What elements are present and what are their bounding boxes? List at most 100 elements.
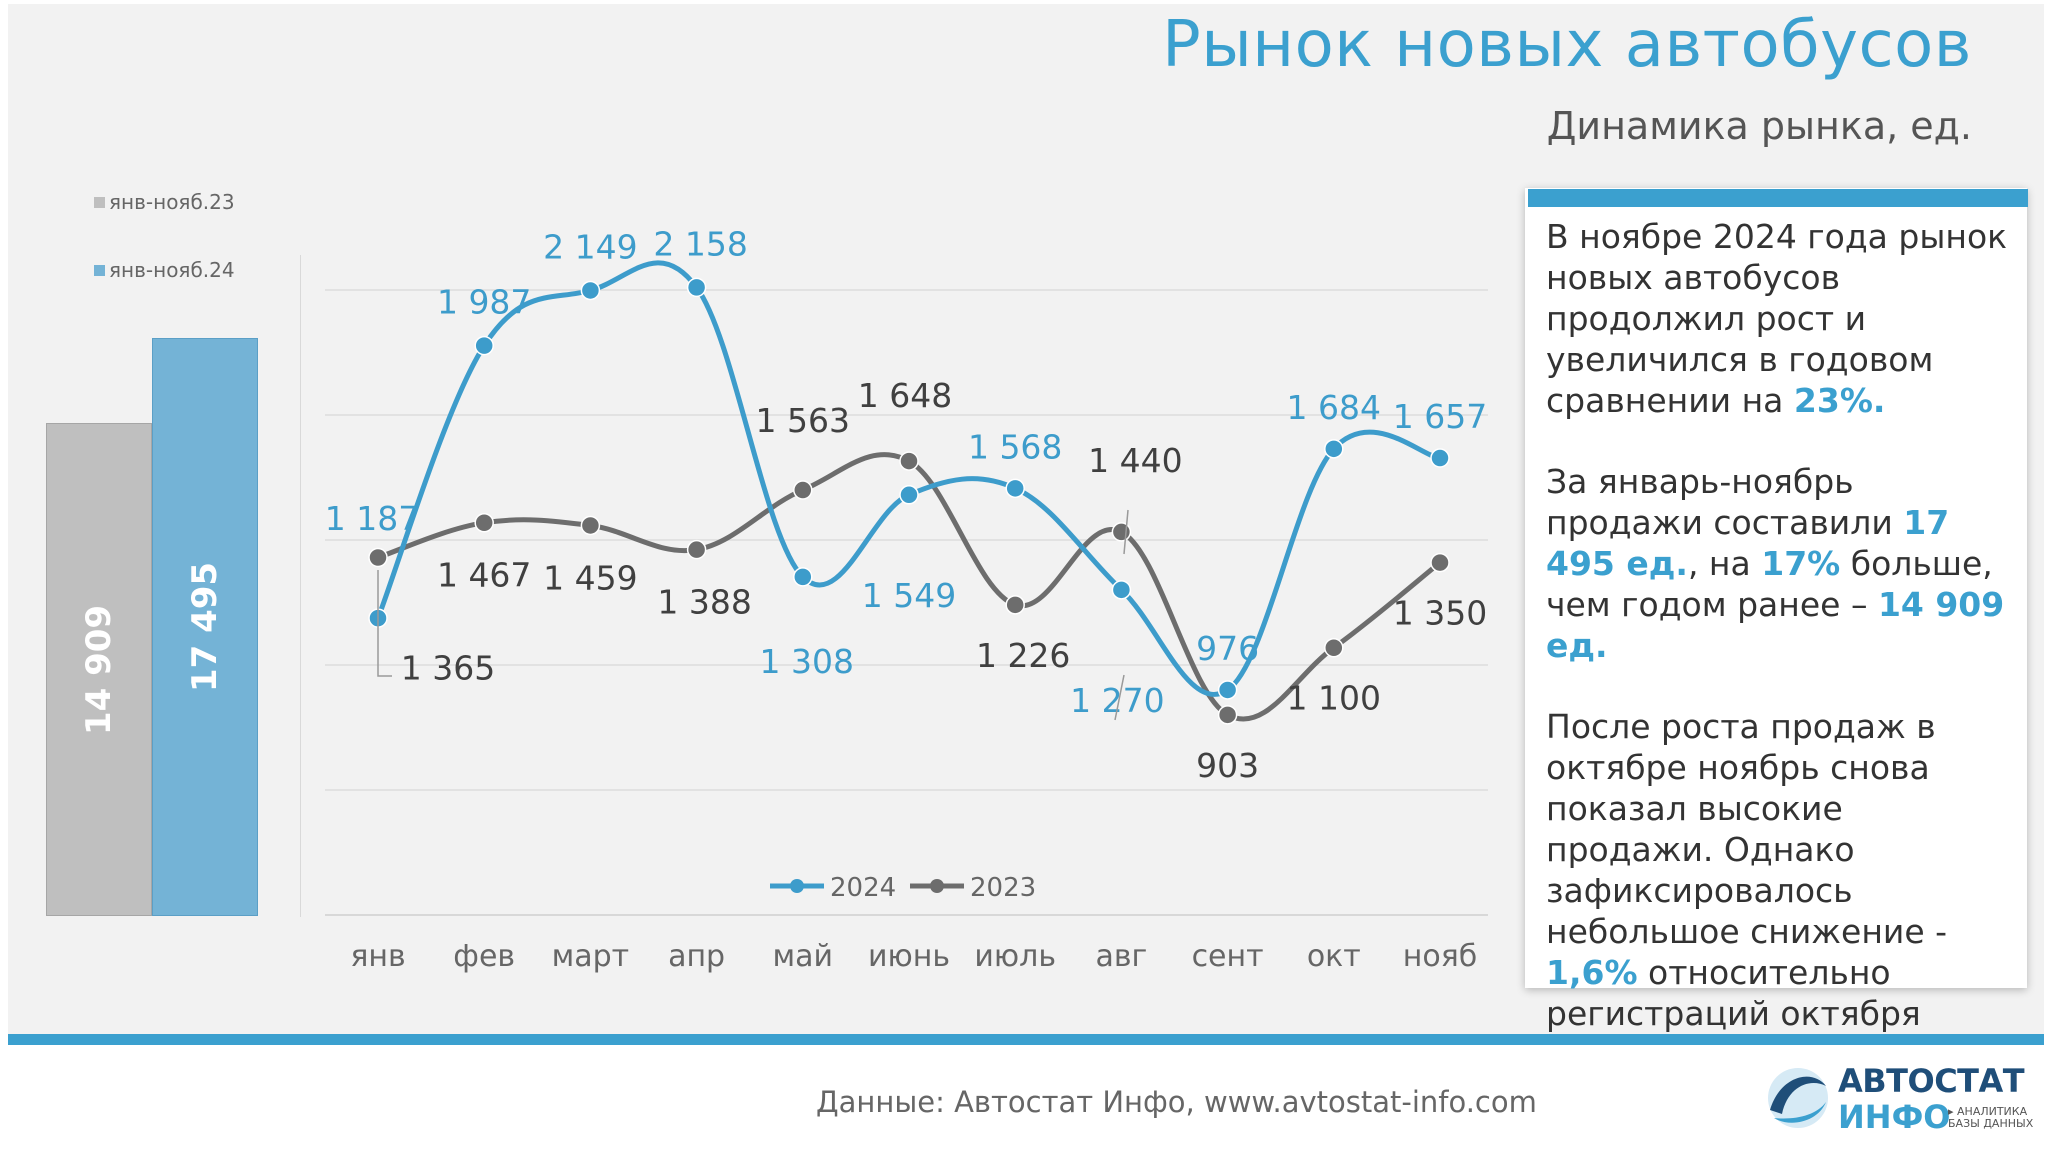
x-tick-label: янв	[350, 939, 405, 974]
point-2024-фев	[474, 335, 494, 356]
point-2024-авг	[1111, 580, 1132, 600]
leader-line-2023-янв	[377, 570, 392, 677]
footer-rule	[8, 1034, 2044, 1045]
commentary-paragraph: За январь-ноябрь продажи составили 17 49…	[1546, 461, 2016, 666]
leader-line-2023-авг	[1123, 509, 1129, 555]
data-label-2023-янв: 1 365	[401, 648, 495, 687]
commentary-text: В ноябре 2024 года рынок новых автобусов…	[1546, 216, 2016, 1074]
x-tick-label: сент	[1192, 939, 1264, 974]
x-tick-label: нояб	[1403, 939, 1478, 974]
logo-word-info: ИНФО	[1838, 1098, 1951, 1136]
legend-swatch-icon	[94, 197, 105, 208]
point-2023-май	[793, 480, 813, 500]
x-tick-label: май	[773, 939, 834, 974]
bar-legend-item-2024: янв-нояб.24	[94, 258, 235, 282]
data-label-2023-июль: 1 226	[976, 636, 1070, 675]
legend-marker-2023	[930, 879, 944, 893]
data-label-2023-май: 1 563	[756, 401, 850, 440]
data-label-2024-апр: 2 158	[653, 224, 747, 263]
legend-swatch-icon	[94, 265, 105, 276]
point-2023-окт	[1324, 637, 1344, 658]
text-run: После роста продаж в октябре ноябрь снов…	[1546, 707, 1948, 951]
x-tick-label: апр	[668, 939, 725, 974]
point-2024-нояб	[1430, 448, 1450, 468]
avtostat-logo: АВТОСТАТ ИНФО ▸ АНАЛИТИКА БАЗЫ ДАННЫХ	[1760, 1058, 2033, 1138]
commentary-box	[1525, 188, 2027, 988]
point-2023-нояб	[1430, 552, 1450, 573]
highlight-value: 23%.	[1793, 381, 1886, 420]
legend-marker-2024	[790, 879, 804, 893]
bar-legend-label: янв-нояб.24	[109, 258, 235, 282]
logo-swirl-icon	[1768, 1068, 1828, 1128]
point-2023-апр	[686, 539, 707, 560]
commentary-header-bar	[1528, 189, 2028, 207]
x-tick-label: окт	[1307, 939, 1361, 974]
bar-legend-label: янв-нояб.23	[109, 190, 235, 214]
point-2024-сент	[1217, 680, 1238, 700]
x-tick-label: авг	[1095, 939, 1147, 974]
point-2024-март	[580, 280, 601, 301]
data-label-2023-март: 1 459	[543, 558, 637, 597]
point-2023-сент	[1217, 705, 1238, 725]
text-run: За январь-ноябрь продажи составили	[1546, 462, 1904, 542]
data-label-2024-фев: 1 987	[437, 283, 531, 322]
data-label-2024-июль: 1 568	[968, 427, 1062, 466]
text-run: В ноябре 2024 года рынок новых автобусов…	[1546, 217, 2008, 420]
data-label-2024-янв: 1 187	[325, 499, 419, 538]
commentary-paragraph: В ноябре 2024 года рынок новых автобусов…	[1546, 216, 2016, 421]
legend-label-2024: 2024	[830, 873, 896, 903]
data-label-2023-фев: 1 467	[437, 556, 531, 595]
highlight-value: 17 495 ед.	[1546, 503, 1950, 583]
data-label-2023-апр: 1 388	[657, 583, 751, 622]
bar-legend-item-2023: янв-нояб.23	[94, 190, 235, 214]
series-line-2024	[375, 260, 1441, 697]
highlight-value: 1,6%	[1546, 953, 1638, 992]
leader-line-2024-авг	[1114, 674, 1125, 721]
point-2024-июль	[1005, 478, 1025, 499]
data-label-2024-март: 2 149	[543, 227, 637, 266]
highlight-value: 14 909 ед.	[1546, 585, 2005, 665]
x-tick-label: июнь	[868, 939, 950, 974]
x-tick-label: март	[552, 939, 630, 974]
point-2023-июнь	[899, 451, 919, 471]
point-2023-фев	[474, 512, 494, 533]
logo-tagline-1: ▸ АНАЛИТИКА	[1948, 1105, 2028, 1118]
page-title: Рынок новых автобусов	[1162, 8, 1972, 82]
x-tick-label: фев	[453, 939, 515, 974]
point-2023-авг	[1111, 522, 1132, 542]
data-label-2024-июнь: 1 549	[862, 576, 956, 615]
divider	[300, 255, 301, 917]
logo-tagline: ▸ АНАЛИТИКА БАЗЫ ДАННЫХ	[1948, 1106, 2033, 1130]
cumulative-bar-chart: 14 909 17 495	[46, 330, 260, 916]
text-run: относительно регистраций октября	[1546, 953, 1921, 1033]
bar-2023: 14 909	[46, 423, 152, 916]
point-2024-июнь	[899, 485, 919, 505]
logo-word-avtostat: АВТОСТАТ	[1838, 1062, 2025, 1100]
data-label-2024-нояб: 1 657	[1393, 397, 1487, 436]
point-2023-июль	[1005, 595, 1025, 615]
text-run: больше, чем годом ранее –	[1546, 544, 1993, 624]
data-label-2024-сент: 976	[1196, 629, 1259, 668]
data-label-2023-окт: 1 100	[1287, 679, 1381, 718]
point-2024-май	[793, 567, 813, 587]
data-label-2023-июнь: 1 648	[858, 376, 952, 415]
data-label-2023-нояб: 1 350	[1393, 594, 1487, 633]
page-subtitle: Динамика рынка, ед.	[1546, 104, 1972, 148]
point-2023-март	[580, 515, 601, 536]
x-tick-label: июль	[974, 939, 1056, 974]
source-note: Данные: Автостат Инфо, www.avtostat-info…	[816, 1085, 1537, 1119]
point-2023-янв	[368, 547, 388, 568]
data-label-2024-окт: 1 684	[1287, 388, 1381, 427]
point-2024-апр	[686, 277, 707, 298]
data-label-2023-авг: 1 440	[1088, 441, 1182, 480]
data-label-2024-авг: 1 270	[1070, 681, 1164, 720]
data-label-2023-сент: 903	[1196, 746, 1259, 785]
point-2024-окт	[1324, 439, 1344, 459]
bar-2024: 17 495	[152, 338, 258, 916]
text-run: , на	[1687, 544, 1762, 583]
legend-label-2023: 2023	[970, 873, 1036, 903]
logo-tagline-2: БАЗЫ ДАННЫХ	[1948, 1117, 2034, 1130]
highlight-value: 17%	[1761, 544, 1841, 583]
data-label-2024-май: 1 308	[760, 642, 854, 681]
